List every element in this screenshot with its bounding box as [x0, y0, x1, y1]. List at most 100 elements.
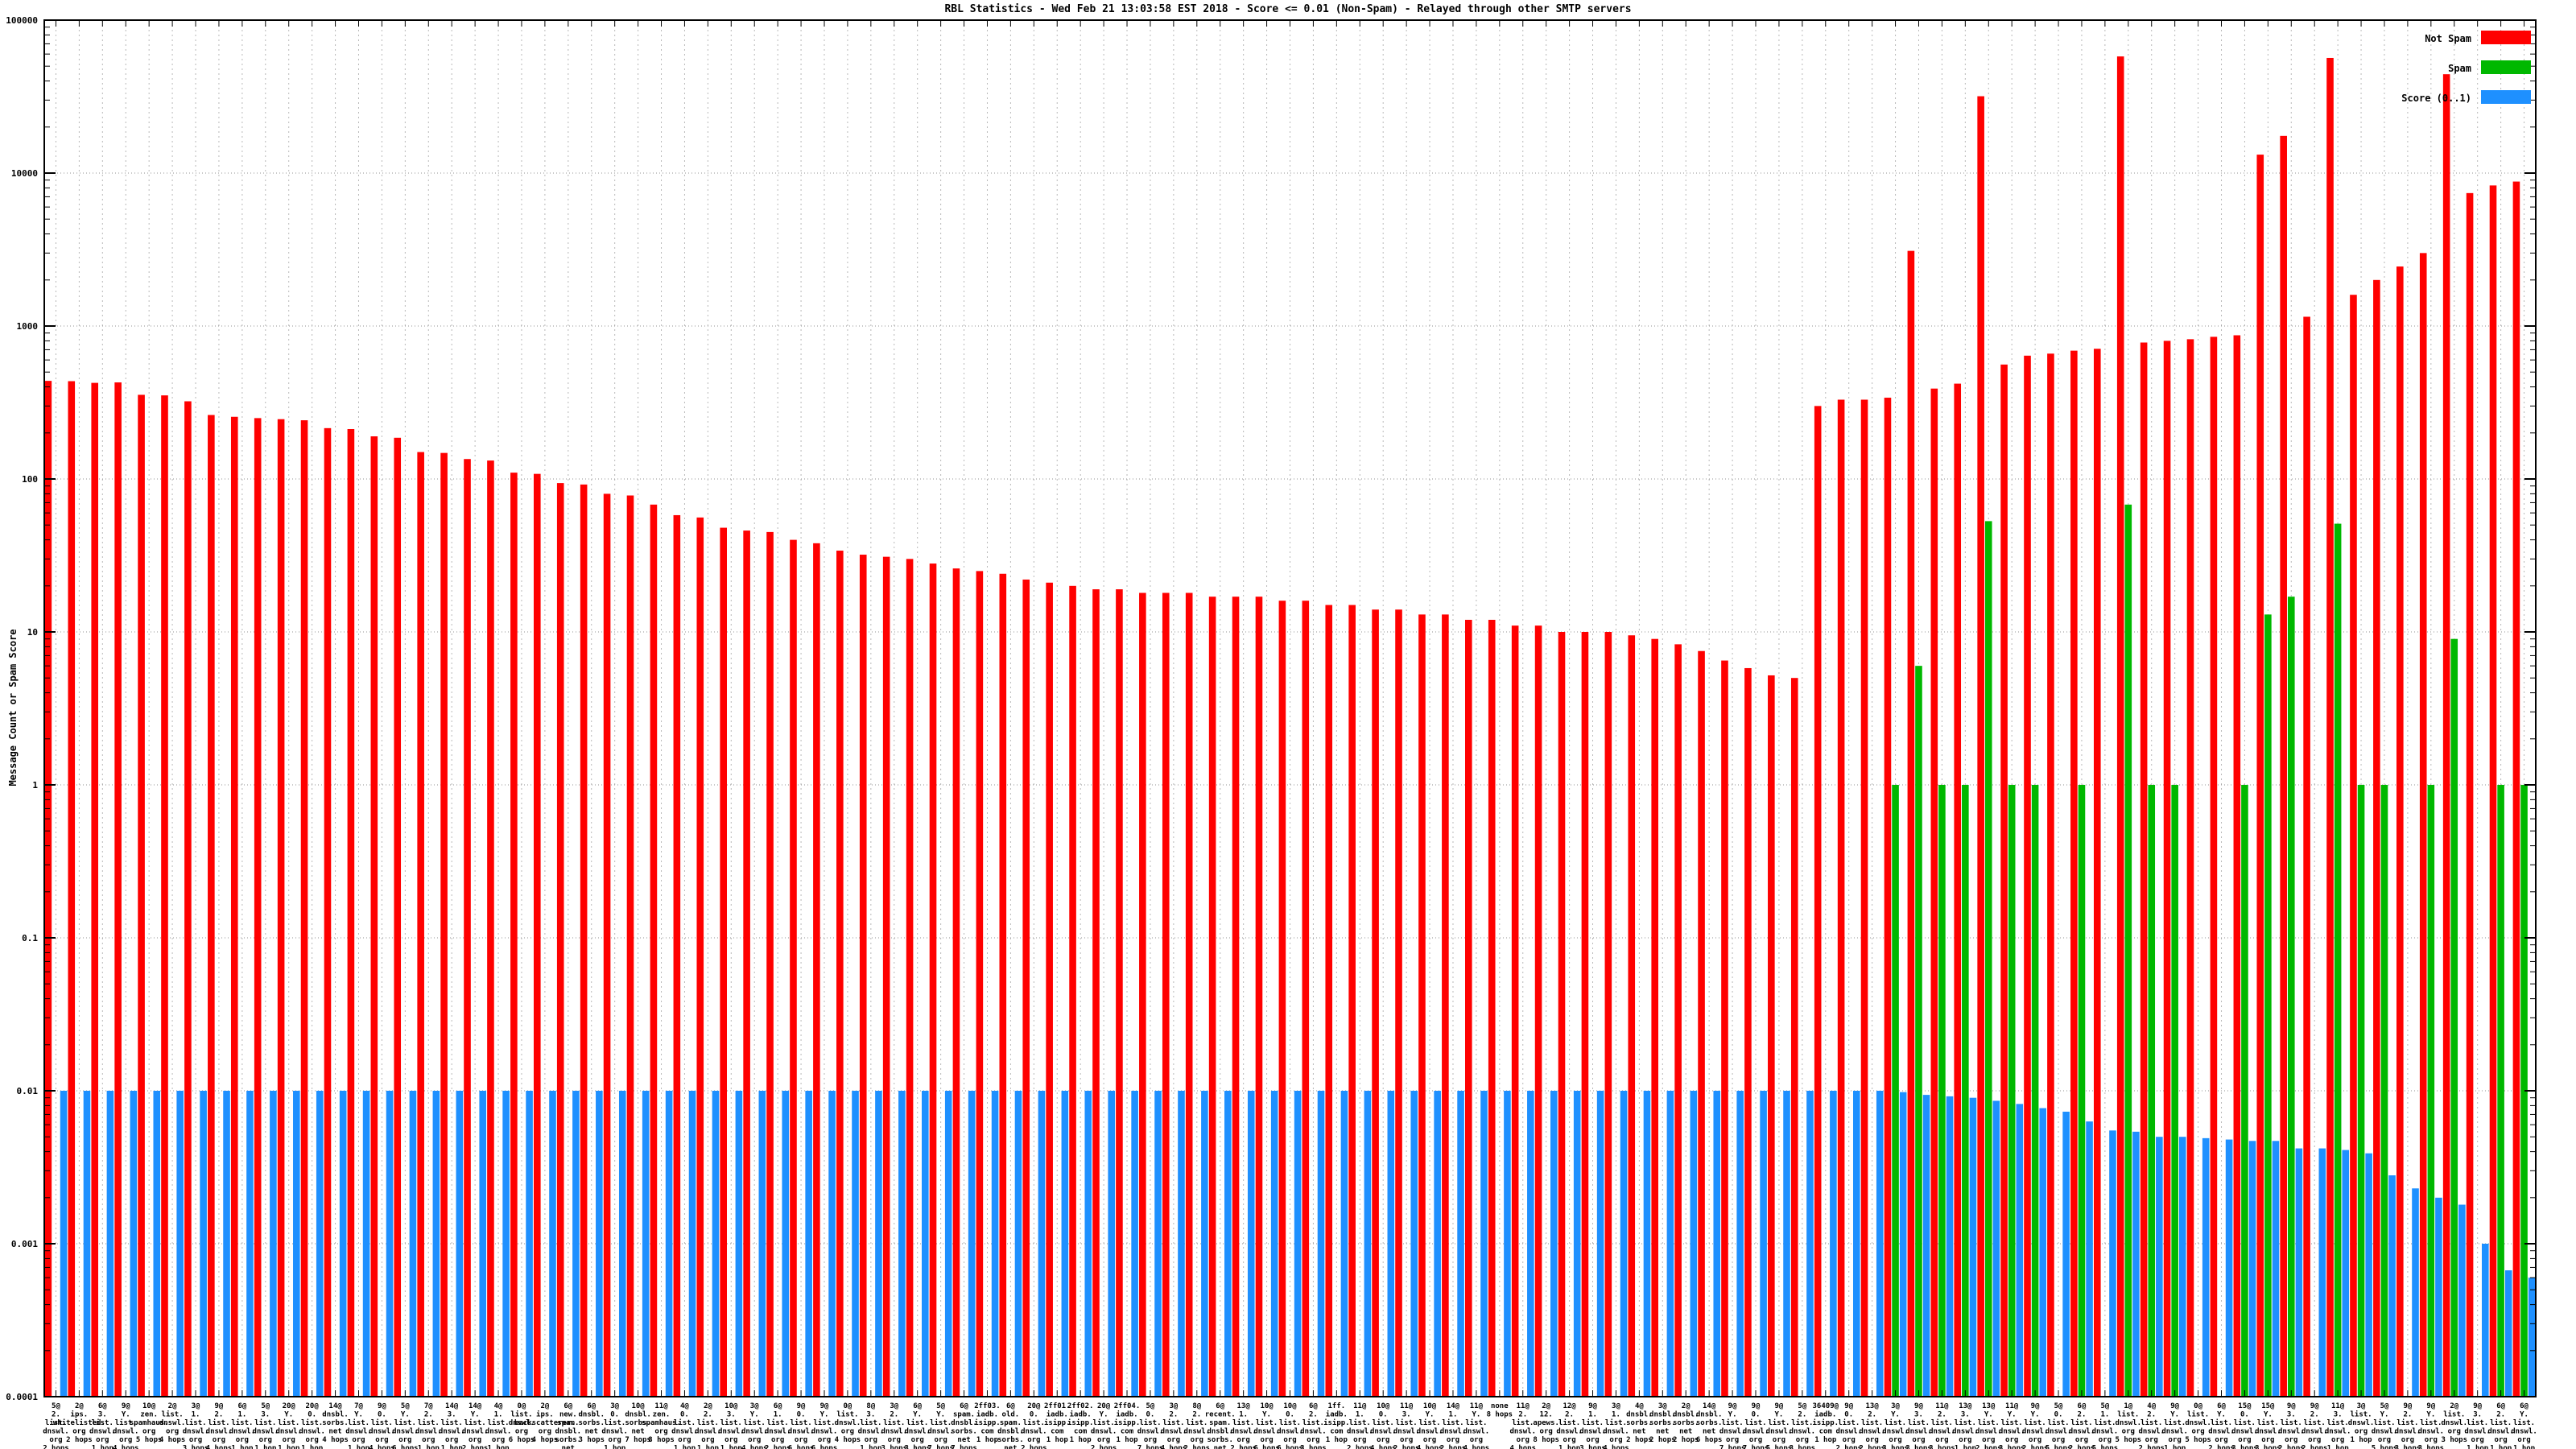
x-category-label-line: list. [1955, 1418, 1976, 1427]
x-category-label-line: 5@ [261, 1402, 270, 1410]
x-category-label-line: 2 hops [1230, 1445, 1257, 1449]
x-category-label-line: 9@ [2473, 1402, 2482, 1410]
x-category-label-line: org [2448, 1428, 2461, 1436]
x-category-label-line: list. [1093, 1418, 1115, 1427]
x-category-label-line: 14@ [445, 1402, 459, 1410]
x-category-label-line: 2. [2496, 1411, 2505, 1419]
bar-score [2504, 1270, 2512, 1396]
x-category-label-line: 3. [1914, 1411, 1923, 1419]
x-category-label-line: org [2215, 1436, 2227, 1444]
x-category-label-line: org [72, 1428, 85, 1436]
bar-score [712, 1091, 720, 1396]
x-category-label-line: 7 hops [625, 1436, 651, 1444]
x-category-label-line: org [1889, 1436, 1901, 1444]
bar-not-spam [2489, 185, 2497, 1397]
x-category-label-line: list. [2164, 1418, 2186, 1427]
x-category-label-line: 13@ [1959, 1402, 1972, 1410]
x-category-label-line: com [1074, 1428, 1088, 1436]
x-category-label-line: apews. [1533, 1419, 1559, 1427]
x-category-label-line: 5@ [2380, 1402, 2389, 1410]
bar-not-spam [2163, 341, 2171, 1397]
bar-not-spam [2326, 57, 2334, 1397]
x-category-label-line: 3. [261, 1411, 270, 1419]
x-category-label-line: org [398, 1436, 411, 1444]
bar-not-spam [138, 394, 145, 1397]
legend: Not Spam Spam Score (0..1) [2401, 31, 2531, 104]
bar-spam [2520, 785, 2528, 1396]
x-category-label-line: 2 hops [1347, 1445, 1373, 1449]
bar-not-spam [277, 419, 285, 1396]
x-category-label-line: 2. [1192, 1411, 1201, 1419]
bar-not-spam [2233, 335, 2241, 1396]
x-category-label-line: 11@ [1400, 1402, 1414, 1410]
bar-not-spam [2000, 364, 2008, 1397]
x-category-label-line: 5@ [1798, 1402, 1806, 1410]
x-category-label-line: Y. [1891, 1411, 1900, 1419]
x-category-label-line: 5 hops [2116, 1436, 2142, 1444]
x-category-label-line: org [1935, 1436, 1948, 1444]
bar-not-spam [1651, 638, 1659, 1396]
x-category-label-line: 0. [1752, 1411, 1761, 1419]
x-category-label-line: 0. [680, 1411, 689, 1419]
x-category-label-line: org [2425, 1436, 2438, 1444]
x-category-label-line: 2@ [1682, 1402, 1690, 1410]
x-category-label-line: 2@ [1542, 1402, 1550, 1410]
x-category-label-line: dnsbl. [997, 1428, 1024, 1436]
x-category-label-line: spamhaus. [130, 1419, 169, 1427]
x-category-label-line: 7 hops [951, 1445, 977, 1449]
bar-score [1108, 1091, 1115, 1396]
x-category-label-line: dnswl. [2442, 1419, 2468, 1427]
x-category-label-line: 6 hops [811, 1445, 838, 1449]
x-category-label-line: list. [1885, 1418, 1906, 1427]
x-category-label-line: list. [1023, 1418, 1045, 1427]
bar-not-spam [696, 517, 704, 1397]
x-category-label-line: 3. [98, 1411, 107, 1419]
x-category-label-line: net [328, 1428, 341, 1436]
x-category-label-line: net [585, 1428, 598, 1436]
x-category-label-line: 6@ [98, 1402, 107, 1410]
x-category-label-line: 1. [1612, 1411, 1620, 1419]
x-category-label-line: org [1260, 1436, 1273, 1444]
bar-score [386, 1091, 394, 1396]
x-category-label-line: 3 hops [183, 1445, 209, 1449]
x-category-label-line: 3. [727, 1411, 736, 1419]
x-category-label-line: list. [2117, 1410, 2139, 1419]
x-category-label-line: org [865, 1436, 877, 1444]
x-category-label-line: org [609, 1436, 621, 1444]
x-category-label-line: 11@ [654, 1402, 668, 1410]
bar-not-spam [2303, 316, 2310, 1396]
x-category-label-line: com [1051, 1428, 1064, 1436]
x-category-label-line: list. [1861, 1418, 1883, 1427]
x-category-label-line: list. [1279, 1418, 1301, 1427]
x-category-label-line: org [469, 1436, 481, 1444]
bar-score [2178, 1137, 2186, 1396]
bar-spam [2450, 638, 2458, 1396]
bar-score [1294, 1091, 1302, 1396]
x-category-label-line: org [1865, 1436, 1878, 1444]
x-category-label-line: 1@ [2124, 1402, 2132, 1410]
bar-not-spam [813, 543, 820, 1397]
x-category-label-line: 6@ [2496, 1402, 2505, 1410]
x-category-label-line: list. [464, 1418, 486, 1427]
x-category-label-line: 1 hop [2490, 1445, 2512, 1449]
x-category-label-line: 2 hops [1091, 1445, 1117, 1449]
x-category-label-line: 5 hops [1766, 1445, 1793, 1449]
x-category-label-line: list. [1908, 1418, 1930, 1427]
x-category-label-line: 5@ [2100, 1402, 2109, 1410]
x-category-label-line: dnswl. [927, 1428, 954, 1436]
bar-not-spam [2396, 266, 2404, 1396]
bar-not-spam [533, 473, 541, 1397]
bar-score [2062, 1111, 2070, 1396]
x-category-label-line: 2 hops [2022, 1445, 2049, 1449]
bar-score [1783, 1091, 1790, 1396]
x-category-label-line: org [2517, 1436, 2530, 1444]
x-category-label-line: list. [1396, 1418, 1418, 1427]
bar-not-spam [1558, 632, 1566, 1396]
bar-score [1690, 1091, 1698, 1396]
bar-score [852, 1091, 859, 1396]
x-category-label-line: 0. [2054, 1411, 2063, 1419]
bar-spam [2287, 597, 2295, 1396]
bar-score [921, 1091, 929, 1396]
x-category-label-line: dnswl. [1440, 1428, 1467, 1436]
bar-not-spam [2024, 355, 2031, 1396]
